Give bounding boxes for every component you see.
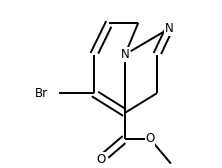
- Text: N: N: [165, 22, 174, 35]
- Text: O: O: [97, 153, 106, 166]
- Text: O: O: [145, 132, 155, 145]
- Text: Br: Br: [35, 87, 48, 100]
- Text: N: N: [121, 48, 129, 61]
